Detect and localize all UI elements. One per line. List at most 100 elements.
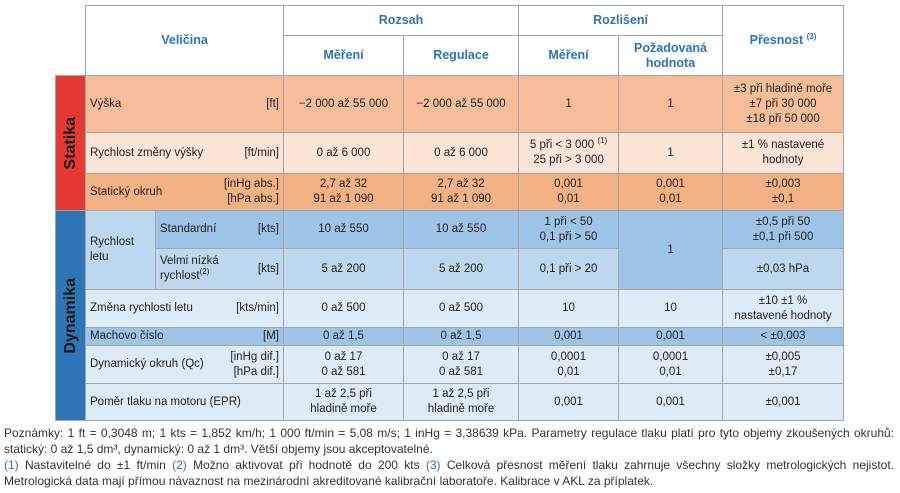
required-cell: 0,0001 0,01 [618, 345, 724, 384]
measure-cell: 0 až 6 000 [283, 132, 404, 174]
measure-line: 0 až 1,5 [288, 329, 399, 344]
regulation-cell: 0 až 500 [402, 289, 520, 328]
quantity: Dynamický okruh (Qc) [inHg dif.] [hPa dif.… [85, 345, 284, 384]
measure-text: 0 až 6 000 [316, 146, 371, 159]
group-label: Dynamika [55, 210, 86, 421]
header-resolution: Rozlišení [518, 5, 724, 36]
resolution-text: 0,0001 [550, 350, 587, 363]
regulation-text: hladině moře [427, 403, 495, 415]
quantity-box: Změna rychlosti letu [kts/min] [90, 301, 279, 316]
accuracy-text: ±0,005 [765, 350, 801, 363]
required-line: 1 [623, 146, 718, 161]
accuracy-text: ±0,5 při 50 [755, 215, 811, 228]
footnotes: (1) Nastavitelné do ±1 ft/min (2) Možno … [4, 457, 894, 489]
quantity-units: [kts] [258, 262, 279, 277]
quantity-text: Změna rychlosti letu [90, 302, 193, 314]
regulation-text: −2 000 až 55 000 [416, 97, 506, 110]
quantity-text: Velmi nízká rychlost [160, 255, 219, 282]
row: Machovo číslo [M] 0 až 1,5 0 až 1,5 0,001 0,0… [55, 327, 845, 346]
accuracy-line: hodnoty [727, 153, 839, 168]
quantity-box: Výška [ft] [90, 97, 279, 112]
regulation-text: 5 až 200 [438, 262, 484, 275]
notes: Poznámky: 1 ft = 0,3048 m; 1 kts = 1,852… [4, 425, 894, 489]
regulation-line: 2,7 až 32 [408, 177, 514, 192]
accuracy-cell: ±0,001 [722, 383, 845, 421]
required-cell: 1 [618, 75, 724, 133]
measure-line: 0 až 17 [288, 350, 399, 365]
accuracy-line: ±0,17 [727, 365, 839, 380]
accuracy-text: ±7 při 30 000 [749, 97, 817, 110]
accuracy-cell: < ±0,003 [722, 327, 845, 346]
footnote-text: Možno aktivovat při hodnotě do 200 kts [193, 458, 420, 472]
measure-line: 0 až 6 000 [288, 146, 399, 161]
accuracy-line: ±10 ±1 % [727, 294, 839, 309]
resolution-text: 1 při < 50 [544, 215, 593, 228]
resolution-text: 0,1 při > 20 [539, 262, 598, 275]
accuracy-text: ±0,03 hPa [756, 262, 810, 275]
required-line: 0,001 [623, 329, 718, 344]
quantity-box: Dynamický okruh (Qc) [inHg dif.] [hPa dif.… [90, 350, 279, 380]
measure-text: 1 až 2,5 při [315, 388, 372, 400]
resolution-line: 1 při < 50 [523, 215, 614, 230]
measure-cell: −2 000 až 55 000 [283, 75, 404, 133]
resolution-line: 5 při < 3 000 (1) [523, 137, 614, 153]
measure-text: 91 až 1 090 [313, 193, 374, 205]
row: Změna rychlosti letu [kts/min] 0 až 500 0 a… [55, 289, 845, 328]
notes-text: Poznámky: 1 ft = 0,3048 m; 1 kts = 1,852… [4, 426, 894, 456]
resolution-line: 0,0001 [523, 350, 614, 365]
quantity: Poměr tlaku na motoru (EPR) [85, 383, 284, 421]
regulation-cell: 1 až 2,5 při hladině moře [402, 383, 520, 421]
header-quantity: Veličina [85, 5, 284, 76]
required-line: 10 [623, 301, 718, 316]
regulation-line: 10 až 550 [408, 222, 514, 237]
unit: [inHg abs.] [224, 178, 279, 190]
quantity: Velmi nízká rychlost(2) [kts] [155, 248, 284, 290]
row: Dynamický okruh (Qc) [inHg dif.] [hPa dif.… [55, 345, 845, 384]
accuracy-line: ±0,1 při 500 [727, 230, 839, 245]
regulation-line: −2 000 až 55 000 [408, 97, 514, 112]
measure-line: 1 až 2,5 při [288, 387, 399, 402]
quantity-box: Poměr tlaku na motoru (EPR) [90, 395, 279, 410]
resolution-cell: 5 při < 3 000 (1) 25 při > 3 000 [518, 132, 620, 174]
resolution-line: 1 [523, 97, 614, 112]
quantity-label: Rychlost změny výšky [90, 146, 203, 161]
accuracy-cell: ±1 % nastavené hodnoty [722, 132, 845, 174]
footnote-text: Nastavitelné do ±1 ft/min [24, 458, 166, 472]
regulation-text: 0 až 1,5 [440, 330, 482, 342]
measure-cell: 0 až 1,5 [283, 327, 404, 346]
footnote-mark: (1) [4, 458, 19, 472]
quantity-text: Dynamický okruh (Qc) [90, 358, 204, 370]
regulation-text: 91 až 1 090 [430, 193, 492, 205]
row: Statický okruh [inHg abs.] [hPa abs.] 2,7 a… [55, 173, 845, 211]
measure-line: 91 až 1 090 [288, 192, 399, 207]
measure-line: 5 až 200 [288, 262, 399, 277]
resolution-line: 0,001 [523, 177, 614, 192]
resolution-line: 25 při > 3 000 [523, 153, 614, 168]
required-text: 0,001 [656, 330, 685, 342]
regulation-cell: −2 000 až 55 000 [402, 75, 520, 133]
resolution-line: 10 [523, 301, 614, 316]
quantity-units: [ft] [266, 97, 279, 112]
quantity-units: [kts] [258, 222, 279, 237]
accuracy-line: ±0,03 hPa [727, 262, 839, 277]
required-text: 0,001 [656, 178, 685, 190]
accuracy-text: ±0,001 [765, 395, 801, 408]
required-line: 0,0001 [623, 350, 718, 365]
required-line: 0,01 [623, 365, 718, 380]
required-cell: 1 [618, 132, 724, 174]
unit: [M] [263, 330, 279, 342]
quantity: Standardní [kts] [155, 210, 284, 249]
unit: [kts] [257, 262, 279, 275]
regulation-line: 0 až 17 [408, 350, 514, 365]
unit: [ft/min] [244, 146, 279, 159]
group-label: Statika [55, 75, 86, 211]
accuracy-text: ±0,17 [768, 365, 798, 378]
required-line: 1 [623, 243, 718, 258]
resolution-text: 0,1 při > 50 [539, 230, 598, 243]
resolution-text: 0,01 [557, 365, 580, 378]
quantity-text: Výška [90, 97, 122, 110]
group-label-text: Statika [62, 116, 79, 170]
measure-line: 0 až 581 [288, 365, 399, 380]
footnote-ref: (2) [199, 267, 210, 277]
accuracy-text: ±1 % nastavené [741, 139, 825, 151]
